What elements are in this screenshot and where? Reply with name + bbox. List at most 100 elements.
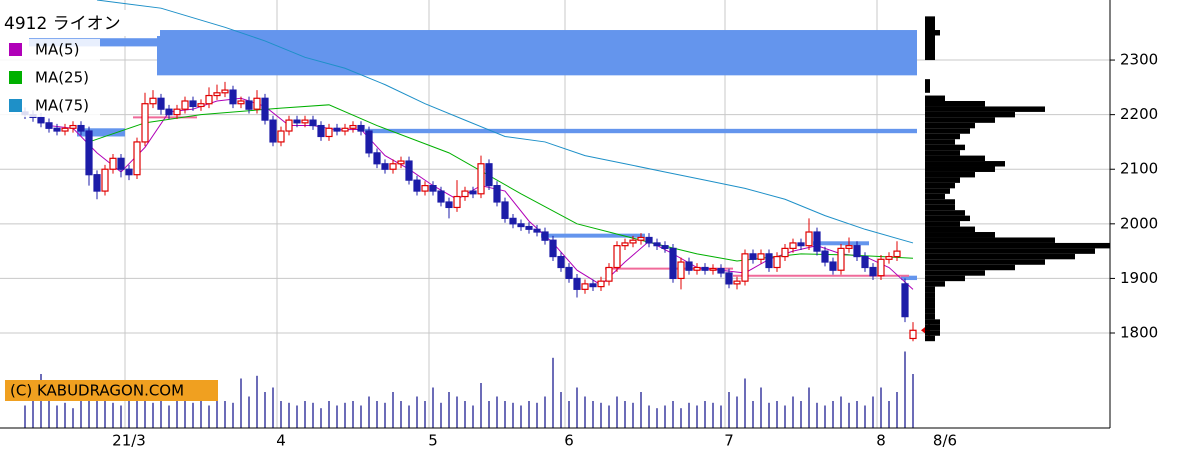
legend-swatch bbox=[9, 43, 22, 56]
candle bbox=[653, 238, 661, 251]
candle bbox=[509, 214, 517, 229]
candle bbox=[661, 241, 669, 253]
profile-bar bbox=[925, 150, 960, 156]
candle-body bbox=[685, 261, 693, 271]
candle bbox=[189, 96, 197, 111]
profile-bar bbox=[925, 133, 960, 140]
candle-body bbox=[253, 97, 261, 110]
candle-body bbox=[269, 119, 277, 143]
candle bbox=[541, 227, 549, 245]
profile-bar bbox=[925, 182, 955, 189]
candle-body bbox=[389, 163, 397, 170]
candle bbox=[245, 96, 253, 114]
candle bbox=[45, 118, 53, 133]
x-tick-label: 6 bbox=[564, 432, 574, 450]
candle bbox=[709, 264, 717, 275]
profile-bar bbox=[925, 144, 965, 151]
legend-bg bbox=[0, 67, 100, 89]
candle-body bbox=[781, 247, 789, 258]
candle-body bbox=[805, 231, 813, 247]
candle-body bbox=[541, 231, 549, 241]
candle-body bbox=[773, 255, 781, 269]
candle bbox=[269, 115, 277, 147]
profile-bar bbox=[925, 226, 975, 233]
candle bbox=[93, 170, 101, 200]
candle bbox=[565, 263, 573, 283]
x-tick-label: 4 bbox=[276, 432, 286, 450]
candle-body bbox=[853, 245, 861, 258]
candle-body bbox=[485, 163, 493, 187]
candle bbox=[437, 186, 445, 207]
candle bbox=[869, 263, 877, 281]
candle bbox=[445, 197, 453, 219]
x-tick-label: 8 bbox=[876, 432, 886, 450]
candle-body bbox=[165, 108, 173, 116]
candle-body bbox=[261, 97, 269, 121]
profile-bar bbox=[925, 16, 935, 61]
candle-body bbox=[709, 267, 717, 271]
title-bg bbox=[0, 10, 160, 36]
candle-body bbox=[221, 89, 229, 94]
candle bbox=[293, 115, 301, 128]
candle bbox=[477, 155, 485, 199]
candle-body bbox=[445, 201, 453, 209]
candle bbox=[213, 84, 221, 100]
candle bbox=[581, 279, 589, 294]
profile-bar bbox=[925, 259, 1045, 265]
candle-body bbox=[749, 253, 757, 260]
ma-line bbox=[96, 0, 914, 244]
profile-bar bbox=[925, 81, 930, 93]
candle bbox=[157, 93, 165, 115]
candle bbox=[405, 156, 413, 185]
profile-bar bbox=[925, 242, 1110, 249]
candle bbox=[597, 276, 605, 291]
candle-body bbox=[181, 100, 189, 110]
legend-bg bbox=[0, 95, 100, 117]
candle-body bbox=[701, 266, 709, 271]
candle bbox=[205, 87, 213, 109]
profile-bar bbox=[925, 155, 985, 162]
candle-body bbox=[549, 239, 557, 258]
candle-body bbox=[429, 185, 437, 192]
price-level bbox=[77, 128, 125, 137]
candle-body bbox=[285, 119, 293, 132]
candle bbox=[365, 126, 373, 158]
x-tick-label: 5 bbox=[428, 432, 438, 450]
candle bbox=[557, 252, 565, 272]
candle bbox=[797, 238, 805, 251]
candle bbox=[181, 96, 189, 114]
y-tick-label: 2000 bbox=[1120, 214, 1158, 232]
candle bbox=[53, 123, 61, 136]
profile-bar bbox=[925, 232, 995, 238]
candle bbox=[125, 164, 133, 181]
candle bbox=[685, 257, 693, 275]
profile-bar bbox=[925, 335, 935, 342]
candle bbox=[573, 274, 581, 298]
candle-body bbox=[517, 223, 525, 228]
candle bbox=[373, 148, 381, 169]
candle bbox=[461, 186, 469, 201]
candle-body bbox=[893, 250, 901, 258]
candle-body bbox=[741, 253, 749, 282]
candle bbox=[853, 241, 861, 261]
price-level bbox=[541, 233, 645, 238]
candle bbox=[197, 99, 205, 111]
legend-label: MA(75) bbox=[35, 97, 89, 115]
profile-bar bbox=[925, 221, 960, 227]
x-tick-label: 7 bbox=[724, 432, 734, 450]
candle bbox=[645, 233, 653, 248]
candle bbox=[901, 278, 909, 323]
candle bbox=[261, 93, 269, 125]
candle-body bbox=[85, 130, 93, 176]
candle-body bbox=[149, 97, 157, 105]
candle-body bbox=[565, 266, 573, 280]
y-tick-label: 2300 bbox=[1120, 51, 1158, 69]
candle bbox=[485, 159, 493, 190]
candle-body bbox=[461, 190, 469, 198]
profile-bar bbox=[925, 302, 935, 309]
candle-body bbox=[77, 124, 85, 132]
candle-body bbox=[861, 255, 869, 269]
profile-bar bbox=[925, 204, 955, 211]
candle bbox=[733, 276, 741, 290]
